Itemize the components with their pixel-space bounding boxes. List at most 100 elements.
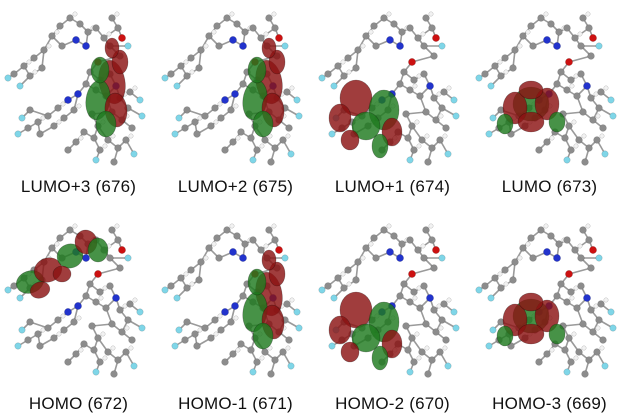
hydrogen-atom bbox=[577, 243, 583, 249]
hydrogen-atom bbox=[549, 347, 555, 353]
atom-c bbox=[114, 236, 122, 244]
atom-c bbox=[66, 226, 74, 234]
atom-c bbox=[40, 46, 48, 54]
atom-f bbox=[249, 156, 257, 164]
atom-c bbox=[396, 80, 404, 88]
hydrogen-atom bbox=[593, 303, 599, 309]
atom-c bbox=[201, 112, 209, 120]
atom-c bbox=[599, 336, 607, 344]
atom-c bbox=[567, 358, 575, 366]
atom-f bbox=[485, 130, 493, 138]
hydrogen-atom bbox=[416, 355, 422, 361]
atom-c bbox=[563, 24, 571, 32]
atom-f bbox=[92, 156, 100, 164]
atom-c bbox=[271, 356, 279, 364]
orbital-lobe-negative bbox=[548, 323, 566, 345]
atom-c bbox=[207, 334, 215, 342]
atom-c bbox=[571, 34, 579, 42]
atom-c bbox=[334, 274, 342, 282]
atom-c bbox=[72, 138, 80, 146]
atom-c bbox=[50, 334, 58, 342]
atom-c bbox=[56, 234, 64, 242]
atom-c bbox=[354, 258, 362, 266]
atom-f bbox=[175, 326, 183, 334]
atom-c bbox=[390, 232, 398, 240]
atom-c bbox=[285, 124, 293, 132]
atom-c bbox=[424, 158, 432, 166]
hydrogen-atom bbox=[60, 101, 66, 107]
hydrogen-atom bbox=[189, 281, 195, 287]
hydrogen-atom bbox=[259, 355, 265, 361]
atom-n bbox=[82, 42, 90, 50]
atom-c bbox=[587, 264, 595, 272]
hydrogen-atom bbox=[360, 43, 366, 49]
atom-c bbox=[36, 342, 44, 350]
hydrogen-atom bbox=[203, 255, 209, 261]
hydrogen-atom bbox=[229, 11, 235, 17]
hydrogen-atom bbox=[263, 243, 269, 249]
atom-n bbox=[426, 294, 434, 302]
atom-c bbox=[432, 116, 440, 124]
atom-c bbox=[108, 226, 116, 234]
orbital-lobe-positive bbox=[261, 37, 277, 59]
atom-c bbox=[84, 28, 92, 36]
molecule-group bbox=[161, 223, 303, 378]
atom-f bbox=[609, 324, 617, 332]
molecule-group bbox=[475, 223, 617, 378]
atom-c bbox=[577, 70, 585, 78]
hydrogen-atom bbox=[573, 355, 579, 361]
atom-c bbox=[529, 254, 537, 262]
hydrogen-atom bbox=[368, 29, 374, 35]
atom-c bbox=[593, 348, 601, 356]
orbital-label: LUMO+2 (675) bbox=[177, 177, 294, 196]
atom-c bbox=[402, 322, 410, 330]
atom-c bbox=[557, 280, 565, 288]
orbital-render bbox=[161, 223, 303, 378]
atom-c bbox=[587, 306, 595, 314]
atom-f bbox=[489, 114, 497, 122]
atom-c bbox=[491, 62, 499, 70]
atom-c bbox=[414, 246, 422, 254]
hydrogen-atom bbox=[72, 11, 78, 17]
atom-c bbox=[261, 348, 269, 356]
bond bbox=[568, 267, 592, 275]
atom-c bbox=[396, 292, 404, 300]
atom-c bbox=[122, 348, 130, 356]
hydrogen-atom bbox=[40, 327, 46, 333]
atom-f bbox=[450, 96, 458, 104]
atom-c bbox=[221, 358, 229, 366]
bond bbox=[411, 267, 435, 275]
hydrogen-atom bbox=[100, 331, 106, 337]
atom-c bbox=[491, 274, 499, 282]
atom-c bbox=[581, 158, 589, 166]
atom-c bbox=[577, 254, 585, 262]
atom-f bbox=[171, 342, 179, 350]
hydrogen-atom bbox=[517, 255, 523, 261]
atom-c bbox=[271, 24, 279, 32]
atom-f bbox=[138, 112, 146, 120]
atom-c bbox=[82, 80, 90, 88]
atom-n bbox=[64, 96, 72, 104]
hydrogen-atom bbox=[569, 83, 575, 89]
orbital-lobe-positive bbox=[534, 87, 560, 121]
atom-c bbox=[380, 14, 388, 22]
atom-c bbox=[535, 358, 543, 366]
hydrogen-atom bbox=[412, 83, 418, 89]
atom-c bbox=[589, 116, 597, 124]
atom-c bbox=[54, 104, 62, 112]
hydrogen-atom bbox=[128, 133, 134, 139]
atom-f bbox=[595, 42, 603, 50]
atom-c bbox=[428, 236, 436, 244]
atom-n bbox=[64, 308, 72, 316]
atom-o bbox=[118, 246, 126, 254]
hydrogen-atom bbox=[424, 345, 430, 351]
atom-c bbox=[410, 146, 418, 154]
atom-f bbox=[138, 324, 146, 332]
atom-f bbox=[475, 74, 483, 82]
atom-f bbox=[124, 42, 132, 50]
atom-c bbox=[535, 146, 543, 154]
hydrogen-atom bbox=[263, 31, 269, 37]
atom-f bbox=[4, 286, 12, 294]
atom-n bbox=[239, 254, 247, 262]
atom-c bbox=[416, 92, 424, 100]
